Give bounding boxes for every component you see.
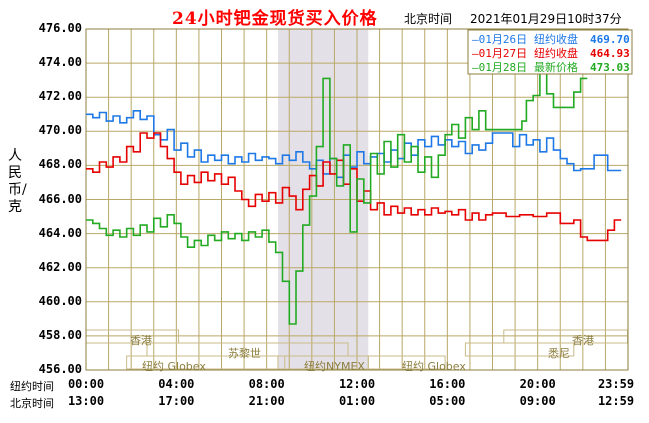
series-line-2 [86, 132, 622, 242]
x-row-label-ny: 纽约时间 [10, 380, 54, 393]
session-bar-ny-globex-2 [367, 355, 446, 370]
current-datetime: 2021年01月29日10时37分 [470, 12, 622, 26]
legend-date: —01月27日 [472, 47, 528, 60]
plot-frame [85, 28, 629, 371]
market-label-ny-globex-2: 纽约 Globex [402, 360, 466, 373]
x-tick-label-beijing: 13:00 [67, 394, 105, 408]
x-tick-label-ny: 16:00 [429, 377, 466, 391]
y-tick-label: 462.00 [38, 259, 82, 274]
x-tick-label-ny: 20:00 [519, 377, 556, 391]
x-row-label-beijing: 北京时间 [10, 397, 54, 410]
market-label-hongkong-2: 香港 [572, 334, 594, 347]
x-tick-label-beijing: 09:00 [519, 394, 556, 408]
session-bar-ny-globex [126, 355, 286, 370]
x-tick-label-beijing: 17:00 [158, 394, 195, 408]
legend-type: 纽约收盘 [534, 47, 578, 60]
legend-price: 469.70 [590, 33, 630, 46]
market-label-zurich: 苏黎世 [228, 347, 261, 360]
y-tick-label: 460.00 [38, 293, 82, 308]
x-tick-label-beijing: 05:00 [429, 394, 466, 408]
session-bar-sydney [464, 342, 575, 357]
chart-title: 24小时钯金现货买入价格 [172, 9, 378, 29]
legend-entry: —01月26日 纽约收盘 469.70 [472, 31, 636, 46]
y-tick-label: 470.00 [38, 123, 82, 138]
x-tick-label-ny: 12:00 [338, 377, 376, 391]
y-tick-label: 464.00 [38, 225, 82, 240]
y-tick-label: 476.00 [38, 21, 82, 35]
series-line-3 [86, 67, 588, 325]
legend-date: —01月26日 [472, 33, 528, 46]
y-tick-label: 466.00 [38, 191, 82, 206]
legend-price: 464.93 [590, 47, 630, 60]
x-tick-label-ny: 04:00 [158, 377, 195, 391]
legend-entry: —01月28日 最新价格 473.03 [472, 59, 636, 74]
legend-date: —01月28日 [472, 61, 528, 74]
legend-type: 最新价格 [534, 61, 578, 74]
y-tick-label: 458.00 [38, 327, 82, 342]
y-tick-label: 468.00 [38, 157, 82, 172]
y-tick-label: 472.00 [38, 89, 82, 104]
x-tick-label-ny: 00:00 [67, 377, 105, 391]
x-tick-label-beijing: 12:59 [597, 394, 635, 408]
legend-price: 473.03 [590, 61, 630, 74]
x-tick-label-beijing: 01:00 [338, 394, 376, 408]
x-tick-label-ny: 23:59 [597, 377, 635, 391]
y-tick-label: 456.00 [38, 362, 82, 376]
market-label-hongkong: 香港 [130, 334, 152, 347]
legend-entry: —01月27日 纽约收盘 464.93 [472, 45, 636, 60]
legend-type: 纽约收盘 [534, 33, 578, 46]
legend-box [467, 29, 633, 75]
market-label-ny-globex: 纽约 Globex [142, 360, 206, 373]
y-tick-label: 474.00 [38, 55, 82, 70]
market-label-ny-nymex: 纽约NYMEX [304, 360, 365, 373]
beijing-time-label: 北京时间 [404, 12, 453, 26]
x-tick-label-beijing: 21:00 [248, 394, 285, 408]
x-tick-label-ny: 08:00 [248, 377, 285, 391]
market-label-sydney: 悉尼 [548, 347, 570, 360]
